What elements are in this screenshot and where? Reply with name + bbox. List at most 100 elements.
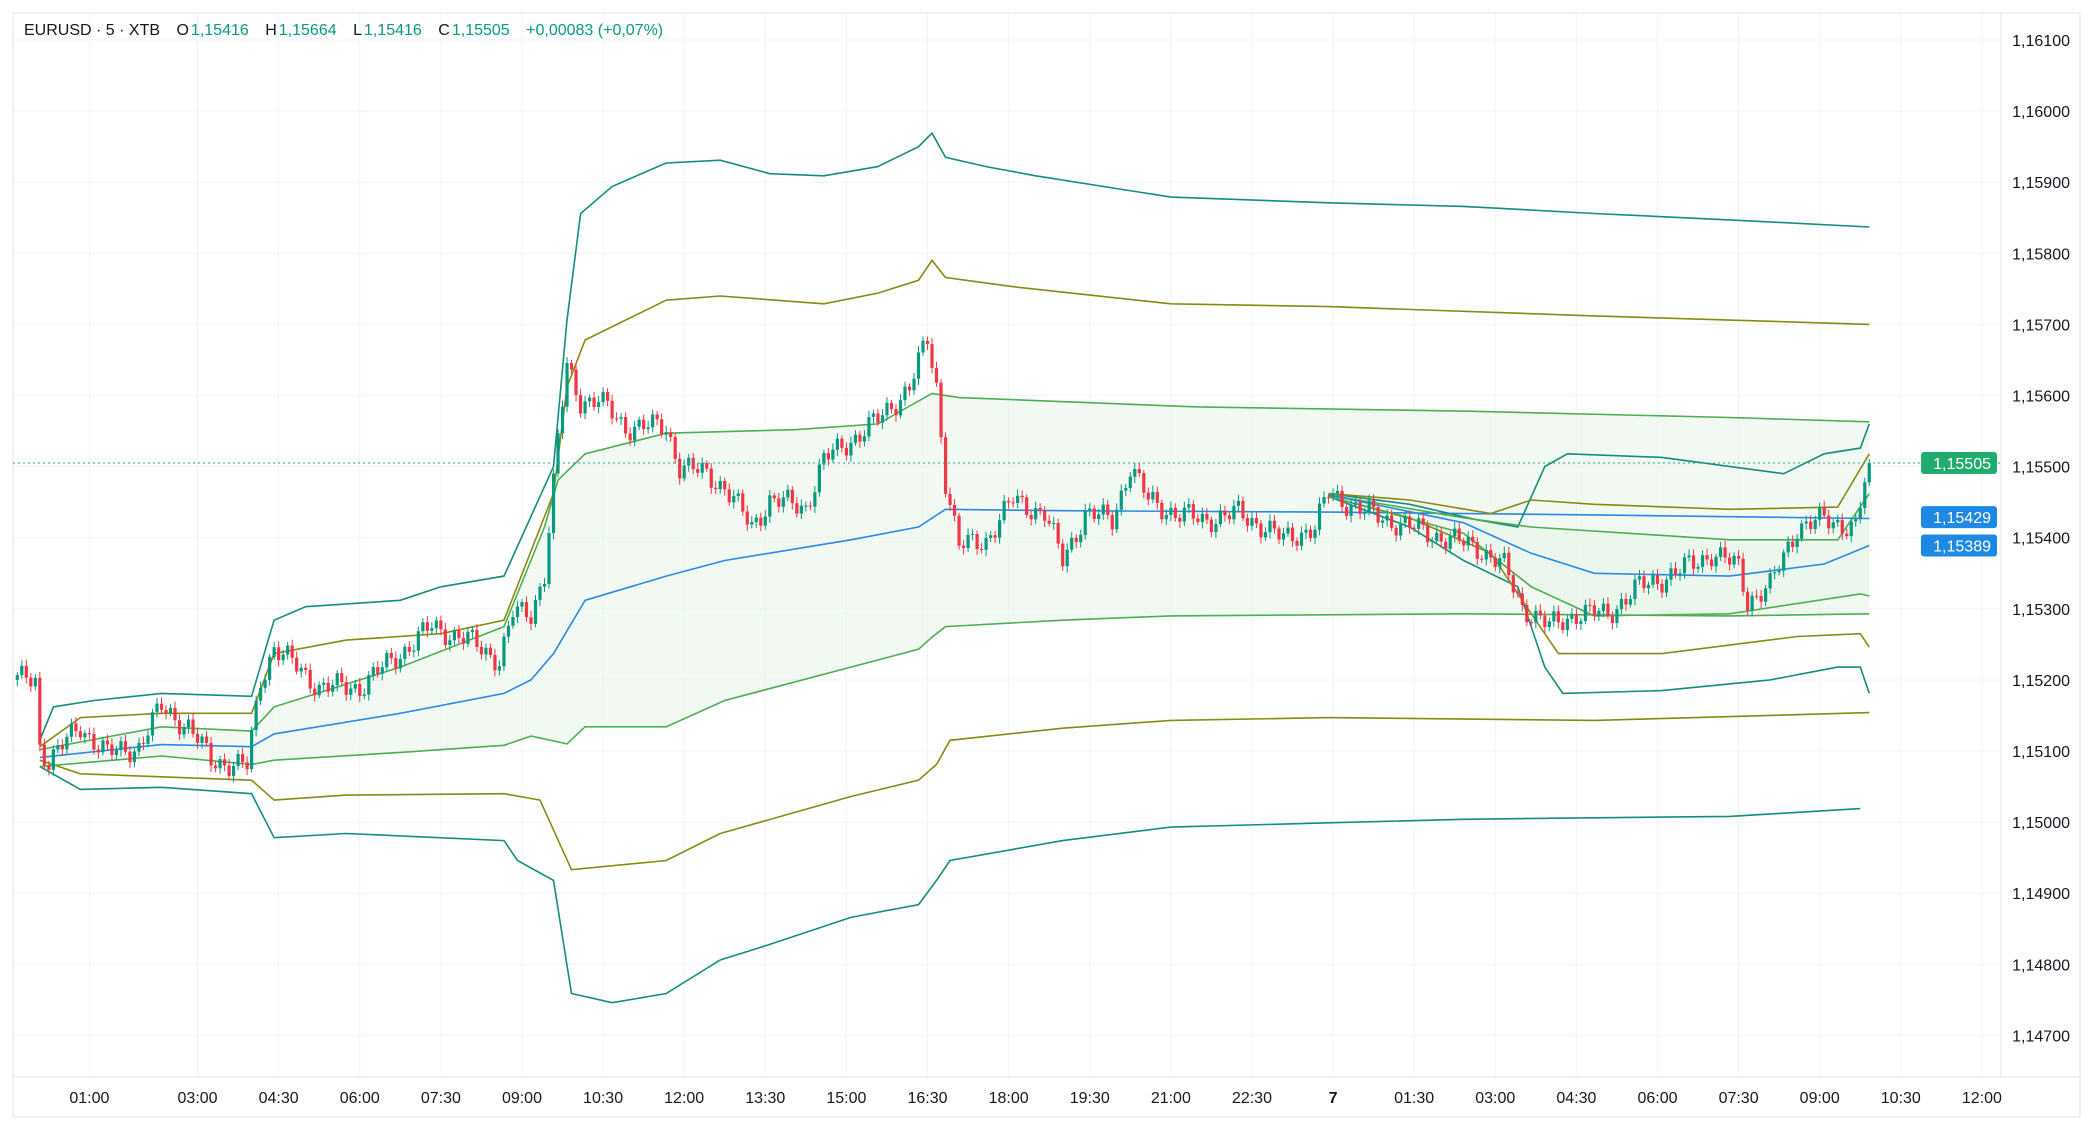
candle-body — [799, 505, 803, 514]
candle-body — [407, 646, 411, 652]
candle — [263, 674, 267, 694]
candle-body — [1516, 592, 1520, 594]
candle-body — [587, 397, 592, 402]
candle — [853, 429, 858, 446]
candle-body — [1822, 507, 1826, 516]
candle-body — [1637, 576, 1642, 580]
candle-body — [1664, 579, 1669, 593]
candle-body — [1074, 537, 1078, 543]
candle — [1232, 500, 1236, 525]
y-tick-label: 1,15500 — [2012, 460, 2070, 477]
candle — [1092, 505, 1096, 523]
candle-body — [1097, 514, 1101, 520]
candle — [1133, 462, 1137, 484]
candle — [1813, 515, 1817, 534]
candle-body — [642, 419, 646, 429]
candle — [1362, 508, 1367, 520]
candle-body — [862, 436, 867, 442]
candle — [1786, 536, 1790, 558]
candle — [412, 644, 416, 658]
candle — [340, 667, 344, 686]
candle-body — [60, 745, 64, 750]
candle — [1732, 552, 1736, 569]
candle-body — [1615, 609, 1619, 623]
candle — [1214, 518, 1218, 539]
candle — [1272, 515, 1277, 534]
candle — [69, 718, 73, 743]
candle-body — [1759, 595, 1763, 602]
candle — [921, 336, 925, 356]
vwap-price-tag: 1,15429 — [1933, 510, 1991, 527]
candle-body — [817, 464, 821, 493]
candle-body — [646, 427, 650, 429]
candle — [493, 648, 497, 677]
candle — [1804, 515, 1808, 530]
candle-body — [1827, 515, 1831, 529]
candle-body — [231, 765, 236, 776]
candle-body — [1133, 469, 1137, 477]
candle-body — [254, 700, 258, 731]
candle — [218, 755, 222, 774]
candle — [574, 364, 578, 402]
candle — [20, 660, 24, 680]
candle — [1727, 552, 1732, 571]
candle-body — [1768, 573, 1772, 589]
candle-body — [1317, 503, 1322, 530]
candle — [934, 361, 939, 387]
candle-body — [628, 433, 632, 441]
candle-body — [1399, 522, 1403, 536]
candle — [1615, 605, 1619, 628]
candle-body — [65, 736, 69, 750]
candle — [1286, 521, 1290, 537]
candle-body — [727, 489, 731, 503]
candle-body — [1227, 515, 1232, 520]
candle — [259, 681, 263, 706]
candle-body — [87, 733, 91, 735]
candle — [871, 409, 876, 424]
vwap-price-tag: 1,15389 — [1933, 539, 1991, 556]
candle — [1074, 534, 1078, 549]
candle — [159, 697, 164, 715]
x-tick-label: 04:30 — [1556, 1090, 1596, 1107]
candle-body — [741, 493, 745, 512]
candle — [1678, 568, 1682, 581]
candle-body — [786, 489, 790, 498]
candle-body — [772, 495, 776, 499]
candle-body — [497, 666, 502, 671]
x-tick-label: 12:00 — [664, 1090, 704, 1107]
candle — [367, 671, 371, 701]
candle-body — [1489, 550, 1493, 558]
candle-body — [520, 602, 524, 607]
candle-body — [1854, 519, 1858, 522]
candle — [132, 748, 137, 768]
candle-body — [1718, 547, 1723, 557]
candle-body — [394, 658, 398, 669]
band-line-outer-upper-2 — [1328, 423, 1871, 528]
candle-body — [340, 673, 344, 683]
candle — [1669, 562, 1673, 587]
candle-body — [732, 496, 736, 503]
candle — [83, 730, 87, 744]
candle-body — [975, 533, 979, 549]
candle — [515, 601, 520, 624]
candle — [430, 622, 434, 636]
candle — [1633, 574, 1637, 606]
candle-body — [624, 417, 628, 434]
y-tick-label: 1,16100 — [2012, 33, 2070, 50]
candle-body — [1552, 611, 1556, 622]
candle — [939, 378, 943, 444]
candle — [173, 701, 177, 727]
candle — [331, 679, 335, 697]
candle-body — [272, 647, 276, 657]
candle — [1200, 507, 1204, 529]
candle — [484, 643, 488, 661]
candle-body — [1579, 621, 1583, 624]
candle — [1592, 600, 1597, 621]
candle — [1038, 503, 1042, 516]
candle — [808, 501, 812, 511]
symbol-label[interactable]: EURUSD · 5 · XTB — [24, 22, 161, 39]
band-line-outer-upper-1 — [39, 131, 1870, 741]
candle — [1516, 587, 1520, 598]
candle — [1439, 526, 1443, 548]
